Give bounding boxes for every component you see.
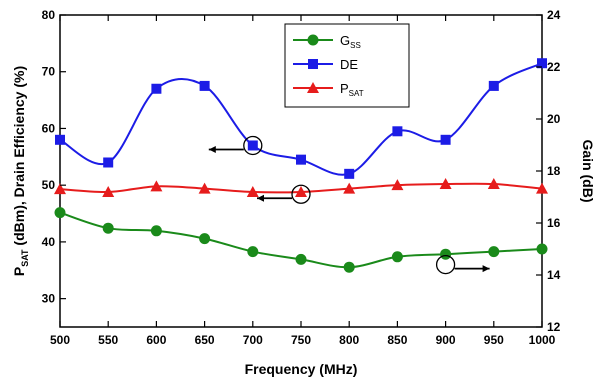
data-point-de xyxy=(103,157,114,168)
y-right-tick-label: 16 xyxy=(547,216,561,230)
y-axis-left-title: PSAT (dBm), Drain Efficiency (%) xyxy=(11,66,30,276)
y-right-tick-label: 22 xyxy=(547,60,561,74)
y-left-tick-label: 50 xyxy=(42,178,56,192)
data-point-p-sat xyxy=(102,185,115,197)
legend-items: GSS DE PSAT xyxy=(293,33,364,98)
x-tick-label: 600 xyxy=(146,333,166,347)
x-tick-label: 700 xyxy=(243,333,263,347)
data-point-p-sat xyxy=(198,182,211,194)
annotation-circle xyxy=(243,135,263,156)
data-point-g-ss xyxy=(102,222,114,234)
y-left-tick-label: 40 xyxy=(42,235,56,249)
axis-ticks: 500 550 600 650 700 750 800 850 900 950 1000 30 40 50… xyxy=(42,8,561,347)
x-tick-label: 950 xyxy=(484,333,504,347)
series-markers xyxy=(54,58,548,273)
data-point-p-sat xyxy=(536,182,548,194)
data-point-de xyxy=(537,58,547,69)
legend-marker-de xyxy=(308,59,318,69)
y-right-tick-label: 14 xyxy=(547,268,561,282)
data-point-de xyxy=(440,134,451,145)
y-right-tick-label: 18 xyxy=(547,164,561,178)
data-point-de xyxy=(296,154,306,165)
x-tick-label: 1000 xyxy=(529,333,556,347)
y-left-tick-label: 60 xyxy=(42,121,56,135)
data-point-p-sat xyxy=(487,178,500,190)
x-tick-label: 750 xyxy=(291,333,311,347)
data-point-g-ss xyxy=(440,248,452,260)
legend-marker-g-ss xyxy=(307,34,319,46)
x-axis-title: Frequency (MHz) xyxy=(245,361,358,377)
data-point-p-sat xyxy=(295,185,307,197)
x-tick-label: 550 xyxy=(98,333,118,347)
x-tick-label: 800 xyxy=(339,333,359,347)
annotation-arrow-head xyxy=(482,265,490,273)
y-right-tick-label: 24 xyxy=(547,8,561,22)
data-point-p-sat xyxy=(246,185,259,197)
data-point-g-ss xyxy=(536,243,548,255)
data-point-p-sat xyxy=(150,180,163,192)
data-point-de xyxy=(344,168,355,179)
x-tick-label: 650 xyxy=(195,333,215,347)
y-left-tick-label: 30 xyxy=(42,292,56,306)
y-left-tick-label: 70 xyxy=(42,65,56,79)
data-point-de xyxy=(392,126,403,137)
data-point-g-ss xyxy=(54,207,66,219)
x-tick-label: 900 xyxy=(436,333,456,347)
legend-label-p-sat: PSAT xyxy=(340,81,364,98)
annotation-arrow-head xyxy=(208,145,216,153)
x-tick-label: 500 xyxy=(50,333,70,347)
legend-label-g-ss: GSS xyxy=(340,33,361,50)
legend: GSS DE PSAT xyxy=(284,23,410,108)
data-point-g-ss xyxy=(150,225,162,237)
data-point-de xyxy=(488,80,499,91)
data-point-p-sat xyxy=(391,179,404,191)
data-point-de xyxy=(151,83,162,94)
data-point-p-sat xyxy=(439,178,452,190)
data-point-g-ss xyxy=(199,233,211,245)
data-point-g-ss xyxy=(488,246,500,258)
annotation-arrow-head xyxy=(257,194,264,202)
y-left-tick-label: 80 xyxy=(42,8,56,22)
data-point-g-ss xyxy=(343,261,355,273)
y-right-tick-label: 12 xyxy=(547,320,561,334)
data-point-de xyxy=(199,80,210,91)
data-point-p-sat xyxy=(54,183,66,195)
x-tick-label: 850 xyxy=(387,333,407,347)
annotation-circle xyxy=(435,254,456,275)
y-right-tick-label: 20 xyxy=(547,112,561,126)
legend-marker-p-sat xyxy=(307,82,319,93)
legend-box xyxy=(284,23,410,108)
data-point-de xyxy=(247,140,258,151)
data-point-g-ss xyxy=(391,251,403,263)
data-point-p-sat xyxy=(343,182,356,194)
legend-label-de: DE xyxy=(340,57,358,72)
y-axis-right-title: Gain (dB) xyxy=(580,140,595,203)
annotation-circle xyxy=(291,184,311,204)
data-point-g-ss xyxy=(295,253,307,265)
data-point-de xyxy=(55,134,65,145)
data-point-g-ss xyxy=(247,246,259,258)
annotations xyxy=(208,135,490,275)
